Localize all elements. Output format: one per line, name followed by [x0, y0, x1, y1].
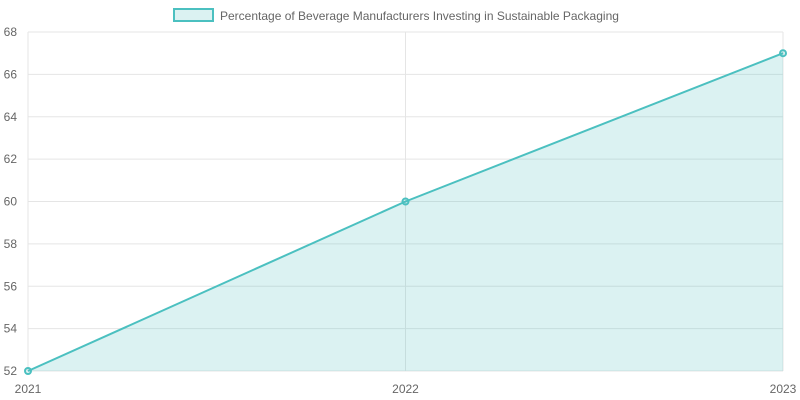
y-tick-label: 52: [4, 364, 18, 378]
legend-swatch: [173, 8, 214, 22]
y-axis: 52 54 56 58 60 62 64 66 68: [4, 25, 18, 378]
legend-label: Percentage of Beverage Manufacturers Inv…: [220, 9, 619, 23]
y-tick-label: 58: [4, 237, 18, 251]
x-tick-label: 2021: [15, 382, 42, 396]
y-tick-label: 64: [4, 110, 18, 124]
y-tick-label: 60: [4, 195, 18, 209]
legend[interactable]: Percentage of Beverage Manufacturers Inv…: [173, 8, 619, 23]
y-tick-label: 66: [4, 67, 18, 81]
x-tick-label: 2022: [392, 382, 419, 396]
series: [24, 49, 787, 375]
y-tick-label: 54: [4, 322, 18, 336]
x-axis: 2021 2022 2023: [15, 382, 797, 396]
series-line: [27, 52, 784, 372]
data-point: [401, 197, 410, 206]
y-tick-label: 68: [4, 25, 18, 39]
y-tick-label: 56: [4, 279, 18, 293]
data-point: [24, 367, 32, 375]
data-point: [779, 49, 787, 58]
series-area-fill: [28, 53, 783, 371]
y-tick-label: 62: [4, 152, 18, 166]
x-tick-label: 2023: [770, 382, 797, 396]
